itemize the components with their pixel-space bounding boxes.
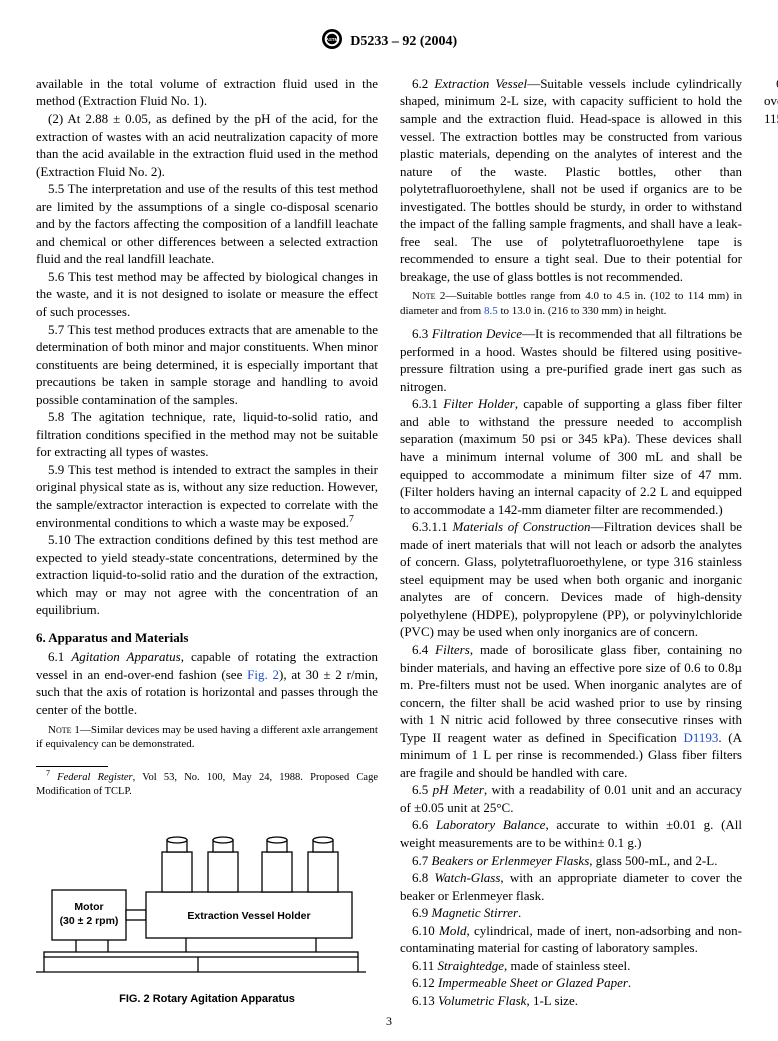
- t: 6.1: [48, 649, 71, 664]
- term-agitation-apparatus: Agitation Apparatus: [71, 649, 180, 664]
- t: , made of stainless steel.: [504, 958, 630, 973]
- para-5-9-text: 5.9 This test method is intended to extr…: [36, 462, 378, 530]
- para-6-3-1-1: 6.3.1.1 Materials of Construction—Filtra…: [400, 518, 742, 641]
- para-5-4-2-text: (2) At 2.88 ± 0.05, as defined by the pH…: [36, 111, 378, 179]
- term-lab-balance: Laboratory Balance: [436, 817, 546, 832]
- t: 6.8: [412, 870, 434, 885]
- para-5-5: 5.5 The interpretation and use of the re…: [36, 180, 378, 268]
- note-head: Note: [412, 290, 436, 302]
- note-2: Note 2—Suitable bottles range from 4.0 t…: [400, 289, 742, 319]
- t: 6.13: [412, 993, 438, 1008]
- t: 6.11: [412, 958, 438, 973]
- term-volumetric-flask: Volumetric Flask: [438, 993, 526, 1008]
- para-5-6: 5.6 This test method may be affected by …: [36, 268, 378, 321]
- t: 6.3: [412, 326, 432, 341]
- motor-label-2: (30 ± 2 rpm): [60, 915, 119, 927]
- section-6-title: 6. Apparatus and Materials: [36, 629, 378, 647]
- para-5-4-2: (2) At 2.88 ± 0.05, as defined by the pH…: [36, 110, 378, 180]
- term-mold: Mold: [439, 923, 466, 938]
- holder-label: Extraction Vessel Holder: [187, 910, 310, 922]
- svg-text:ASTM: ASTM: [326, 37, 339, 42]
- fn7-ref: 7: [349, 513, 354, 524]
- para-6-12: 6.12 Impermeable Sheet or Glazed Paper.: [400, 974, 742, 992]
- para-6-8: 6.8 Watch-Glass, with an appropriate dia…: [400, 869, 742, 904]
- motor-label-1: Motor: [74, 901, 103, 913]
- para-5-4-1-cont: available in the total volume of extract…: [36, 75, 378, 110]
- t: .: [518, 905, 521, 920]
- link-fig2[interactable]: Fig. 2: [247, 667, 279, 682]
- page-number: 3: [0, 1013, 778, 1029]
- link-d1193[interactable]: D1193: [683, 730, 718, 745]
- t: 6.5: [412, 782, 433, 797]
- t: , glass 500-mL, and 2-L.: [589, 853, 717, 868]
- term-impermeable-sheet: Impermeable Sheet or Glazed Paper: [438, 975, 628, 990]
- figure-2: Motor (30 ± 2 rpm) Extraction Vessel Hol…: [36, 812, 378, 1007]
- para-6-13: 6.13 Volumetric Flask, 1-L size.: [400, 992, 742, 1010]
- t: 6.3.1.1: [412, 519, 453, 534]
- para-5-9: 5.9 This test method is intended to extr…: [36, 461, 378, 531]
- t: 6.6: [412, 817, 436, 832]
- para-6-6: 6.6 Laboratory Balance, accurate to with…: [400, 816, 742, 851]
- note-head: Note: [48, 724, 72, 736]
- term-extraction-vessel: Extraction Vessel: [434, 76, 527, 91]
- note-1-text: 1—Similar devices may be used having a d…: [36, 724, 378, 751]
- astm-logo: ASTM: [321, 28, 343, 57]
- para-6-7: 6.7 Beakers or Erlenmeyer Flasks, glass …: [400, 852, 742, 870]
- term-watch-glass: Watch-Glass: [434, 870, 500, 885]
- t: 6.7: [412, 853, 432, 868]
- term-ph-meter: pH Meter: [433, 782, 484, 797]
- term-beakers: Beakers or Erlenmeyer Flasks: [432, 853, 590, 868]
- t: —Filtration devices shall be made of ine…: [400, 519, 742, 639]
- para-6-1: 6.1 Agitation Apparatus, capable of rota…: [36, 648, 378, 718]
- term-filtration-device: Filtration Device: [432, 326, 522, 341]
- para-6-5: 6.5 pH Meter, with a readability of 0.01…: [400, 781, 742, 816]
- t: 6.3.1: [412, 396, 443, 411]
- t: .: [628, 975, 631, 990]
- t: —Suitable vessels include cylindrically …: [400, 76, 742, 284]
- term-materials-of-construction: Materials of Construction: [453, 519, 591, 534]
- para-6-3-1: 6.3.1 Filter Holder, capable of supporti…: [400, 395, 742, 518]
- t: 6.10: [412, 923, 439, 938]
- para-6-11: 6.11 Straightedge, made of stainless ste…: [400, 957, 742, 975]
- para-5-8: 5.8 The agitation technique, rate, liqui…: [36, 408, 378, 461]
- t: 6.4: [412, 642, 435, 657]
- t: , capable of supporting a glass fiber fi…: [400, 396, 742, 516]
- footnote-rule: [36, 766, 108, 767]
- para-6-3: 6.3 Filtration Device—It is recommended …: [400, 325, 742, 395]
- t: 6.12: [412, 975, 438, 990]
- term-straightedge: Straightedge: [438, 958, 504, 973]
- para-6-14: 6.14 Drying Oven—Any thermostatically co…: [764, 75, 778, 128]
- para-5-7: 5.7 This test method produces extracts t…: [36, 321, 378, 409]
- para-6-10: 6.10 Mold, cylindrical, made of inert, n…: [400, 922, 742, 957]
- term-magnetic-stirrer: Magnetic Stirrer: [432, 905, 519, 920]
- footnote-7: 7 Federal Register, Vol 53, No. 100, May…: [36, 771, 378, 799]
- designation: D5233 – 92 (2004): [350, 33, 457, 52]
- term-filter-holder: Filter Holder: [443, 396, 515, 411]
- t: , 1-L size.: [526, 993, 578, 1008]
- note-1: Note 1—Similar devices may be used havin…: [36, 723, 378, 753]
- page-header: ASTM D5233 – 92 (2004): [36, 28, 742, 57]
- para-5-10: 5.10 The extraction conditions defined b…: [36, 531, 378, 619]
- para-6-9: 6.9 Magnetic Stirrer.: [400, 904, 742, 922]
- term-filters: Filters: [435, 642, 470, 657]
- content-columns: available in the total volume of extract…: [36, 75, 742, 1025]
- link-8-5[interactable]: 8.5: [484, 305, 498, 317]
- para-6-4: 6.4 Filters, made of borosilicate glass …: [400, 641, 742, 781]
- para-6-2: 6.2 Extraction Vessel—Suitable vessels i…: [400, 75, 742, 286]
- note-2-text-b: to 13.0 in. (216 to 330 mm) in height.: [498, 305, 667, 317]
- fn7-title: Federal Register: [57, 772, 132, 783]
- t: 6.9: [412, 905, 432, 920]
- figure-2-caption: FIG. 2 Rotary Agitation Apparatus: [36, 992, 378, 1007]
- figure-2-svg: Motor (30 ± 2 rpm) Extraction Vessel Hol…: [36, 812, 366, 982]
- t: 6.2: [412, 76, 434, 91]
- page: ASTM D5233 – 92 (2004) available in the …: [0, 0, 778, 1041]
